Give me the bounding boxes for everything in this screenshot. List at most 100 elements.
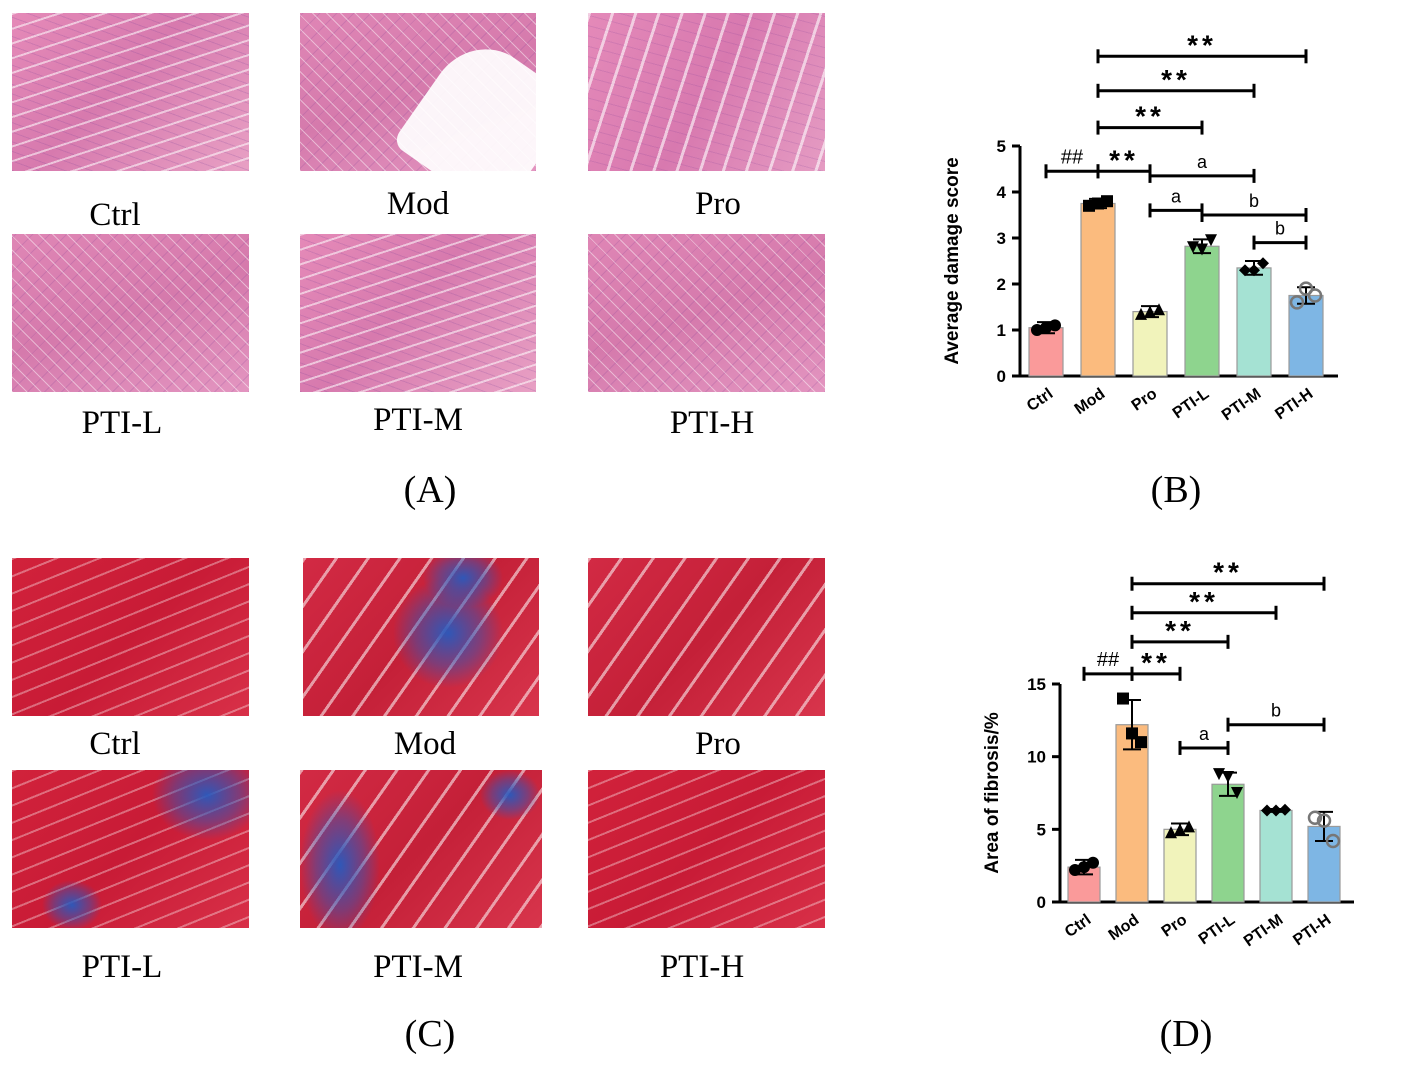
he-label-pro: Pro [695, 186, 741, 222]
significance-label: a [1199, 724, 1210, 744]
he-label-mod: Mod [386, 186, 450, 222]
significance-label: ** [1187, 30, 1217, 60]
masson-image-mod [303, 558, 539, 716]
significance-label: ## [1097, 649, 1120, 671]
masson-image-ctrl [12, 558, 249, 716]
significance-label: ** [1135, 101, 1165, 132]
data-point [1187, 241, 1199, 254]
bar-pti-m [1259, 809, 1293, 903]
bar-pro [1163, 828, 1197, 903]
x-tick-label: Mod [1106, 911, 1143, 944]
significance-label: ** [1141, 647, 1171, 678]
data-point [1325, 833, 1341, 849]
data-point [1239, 264, 1251, 277]
x-tick-label: Ctrl [1062, 911, 1094, 941]
he-image-ctrl [12, 13, 249, 171]
data-point [1270, 804, 1282, 817]
x-tick-label: Ctrl [1024, 385, 1056, 415]
bar-pti-l [1184, 245, 1220, 377]
he-label-pti-m: PTI-M [373, 402, 463, 438]
data-point [1040, 321, 1052, 334]
y-axis-label: Area of fibrosis/% [982, 712, 1003, 874]
data-point [1298, 281, 1314, 296]
masson-image-pro [588, 558, 825, 716]
y-tick-label: 4 [997, 183, 1007, 202]
data-point [1078, 861, 1090, 874]
masson-label-pti-h: PTI-H [659, 949, 745, 985]
data-point [1307, 288, 1323, 303]
x-tick-label: Mod [1072, 385, 1109, 418]
significance-label: b [1275, 219, 1285, 239]
y-tick-label: 0 [997, 367, 1006, 386]
damage-score-chart: 0 1 2 3 4 5 Average damage score Ctrl Mod Pro PTI-… [942, 30, 1338, 424]
data-point [1257, 257, 1269, 270]
data-point [1261, 804, 1273, 817]
data-point [1031, 324, 1043, 336]
data-point [1087, 856, 1099, 869]
data-point [1049, 319, 1061, 332]
he-image-pro [588, 13, 825, 171]
data-point [1153, 303, 1165, 316]
data-point [1174, 823, 1186, 836]
data-point [1183, 820, 1195, 833]
y-tick-label: 10 [1027, 748, 1046, 767]
data-point [1307, 810, 1323, 825]
data-point [1205, 234, 1217, 247]
panel-label-b: (B) [1150, 469, 1202, 511]
x-tick-label: PTI-M [1241, 911, 1286, 950]
bar-pti-l [1211, 783, 1245, 903]
data-point [1117, 692, 1129, 705]
significance-label: ** [1189, 586, 1219, 617]
data-point [1213, 768, 1225, 781]
data-point [1222, 771, 1234, 784]
masson-image-pti-m [300, 770, 542, 928]
x-tick-label: PTI-H [1272, 385, 1316, 423]
he-label-pti-l: PTI-L [81, 405, 163, 441]
y-tick-label: 0 [1037, 893, 1046, 912]
y-tick-label: 2 [997, 275, 1006, 294]
y-tick-label: 3 [997, 229, 1006, 248]
he-image-pti-h [588, 234, 825, 392]
data-point [1165, 826, 1177, 839]
masson-label-pti-l: PTI-L [81, 949, 163, 985]
panel-label-a: (A) [403, 469, 457, 511]
masson-image-pti-h [588, 770, 825, 928]
masson-label-ctrl: Ctrl [89, 726, 141, 762]
significance-label: ## [1061, 146, 1084, 168]
bar-mod [1080, 202, 1116, 377]
x-tick-label: PTI-L [1170, 385, 1213, 422]
data-point [1248, 264, 1260, 277]
masson-label-mod: Mod [393, 726, 457, 762]
masson-label-pro: Pro [695, 726, 741, 762]
significance-label: ** [1213, 557, 1243, 588]
x-tick-label: Pro [1159, 911, 1191, 940]
he-label-pti-h: PTI-H [669, 405, 755, 441]
y-axis-label: Average damage score [942, 157, 963, 364]
significance-label: ** [1161, 64, 1191, 95]
x-tick-label: Pro [1129, 385, 1161, 414]
y-tick-label: 5 [1037, 820, 1046, 839]
he-label-ctrl: Ctrl [89, 197, 141, 233]
significance-label: ** [1109, 144, 1139, 175]
significance-label: a [1197, 152, 1208, 172]
x-tick-label: PTI-M [1219, 385, 1264, 424]
data-point [1316, 813, 1332, 828]
x-tick-label: PTI-L [1196, 911, 1239, 948]
data-point [1196, 243, 1208, 256]
data-point [1092, 197, 1104, 210]
he-image-pti-m [300, 234, 536, 392]
significance-label: b [1271, 701, 1281, 721]
data-point [1135, 307, 1147, 320]
masson-image-pti-l [12, 770, 249, 928]
masson-label-pti-m: PTI-M [373, 949, 463, 985]
data-point [1144, 305, 1156, 318]
significance-label: b [1249, 191, 1259, 211]
data-point [1069, 864, 1081, 877]
bar-pro [1132, 311, 1168, 377]
y-tick-label: 1 [997, 321, 1006, 340]
he-image-mod [300, 13, 536, 171]
x-tick-label: PTI-H [1290, 911, 1334, 949]
bar-mod [1115, 724, 1149, 903]
significance-label: a [1171, 186, 1182, 206]
